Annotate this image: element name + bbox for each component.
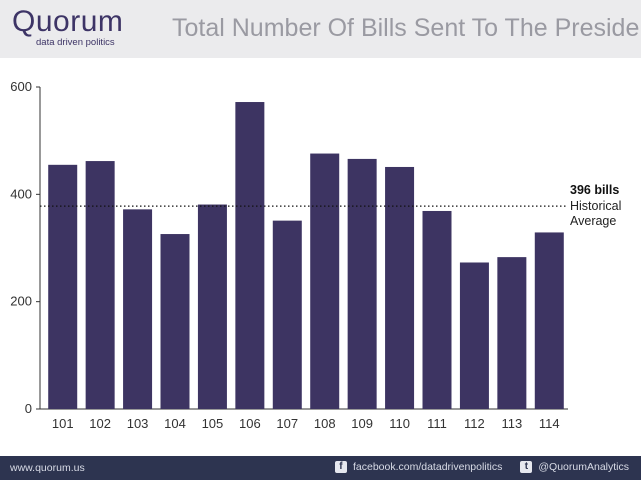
bar-104 [160, 234, 190, 409]
footer-bar: www.quorum.us f facebook.com/datadrivenp… [0, 456, 641, 480]
logo-tagline: data driven politics [36, 37, 115, 48]
facebook-link[interactable]: facebook.com/datadrivenpolitics [352, 461, 503, 473]
bar-108 [310, 153, 340, 409]
y-tick-label: 200 [10, 294, 32, 309]
bar-112 [459, 262, 489, 409]
x-tick-label: 109 [351, 416, 373, 431]
footer-site-link[interactable]: www.quorum.us [10, 462, 85, 474]
bar-114 [534, 232, 564, 409]
header-bar: Quorum data driven politics Total Number… [0, 0, 641, 58]
twitter-icon: t [520, 461, 533, 473]
y-tick-label: 0 [25, 401, 32, 416]
x-tick-label: 101 [52, 416, 74, 431]
average-value-label: 396 bills [570, 183, 619, 197]
logo-wordmark: Quorum [12, 5, 124, 38]
bar-chart: 0 200 400 600 101 102 103 104 105 106 107 108 109 110… [10, 79, 621, 431]
average-caption-line: Historical [570, 199, 621, 213]
bar-106 [235, 102, 265, 409]
y-tick-label: 600 [10, 79, 32, 94]
x-tick-label: 110 [389, 416, 410, 431]
x-tick-label: 108 [314, 416, 336, 431]
x-tick-label: 114 [539, 416, 560, 431]
bar-103 [123, 209, 153, 409]
average-caption-line: Average [570, 214, 616, 228]
bar-102 [85, 161, 115, 409]
x-tick-label: 111 [427, 416, 447, 431]
x-tick-label: 106 [239, 416, 261, 431]
x-tick-label: 102 [89, 416, 111, 431]
footer-social: f facebook.com/datadrivenpolitics t @Quo… [334, 461, 629, 473]
x-tick-label: 104 [164, 416, 186, 431]
x-tick-label: 105 [202, 416, 224, 431]
x-tick-label: 103 [127, 416, 149, 431]
twitter-link[interactable]: @QuorumAnalytics [538, 461, 629, 473]
bar-109 [347, 158, 377, 409]
bar-111 [422, 210, 452, 409]
x-tick-label: 112 [464, 416, 485, 431]
bar-113 [497, 257, 527, 409]
bar-110 [385, 166, 415, 409]
bar-105 [197, 204, 227, 409]
quorum-logo[interactable]: Quorum data driven politics [12, 5, 124, 52]
x-tick-label: 113 [501, 416, 522, 431]
y-tick-label: 400 [10, 186, 32, 201]
page-title: Total Number Of Bills Sent To The Presid… [172, 14, 641, 42]
bar-107 [272, 220, 302, 409]
bar-101 [48, 164, 78, 409]
facebook-icon: f [334, 461, 347, 473]
x-tick-label: 107 [276, 416, 298, 431]
